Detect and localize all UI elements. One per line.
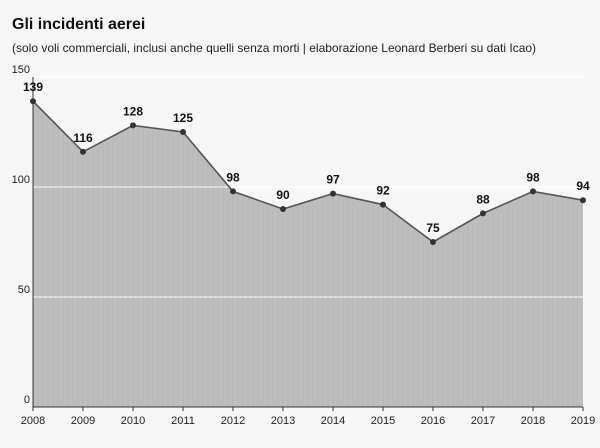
data-point-2012 <box>230 188 236 195</box>
x-tick-label-2010: 2010 <box>121 415 145 427</box>
data-labels: 139 116 128 125 98 90 97 92 75 88 98 94 <box>23 80 590 235</box>
x-tick-label-2016: 2016 <box>421 415 445 427</box>
data-point-2019 <box>580 197 586 204</box>
x-tick-label-2011: 2011 <box>171 415 195 427</box>
x-tick-label-2015: 2015 <box>371 415 395 427</box>
data-point-2018 <box>530 188 536 195</box>
x-tick-label-2013: 2013 <box>271 415 295 427</box>
x-tick-label-2018: 2018 <box>521 415 545 427</box>
series-line <box>32 100 584 243</box>
y-tick-label-150: 150 <box>12 64 30 76</box>
data-label-2016: 75 <box>426 221 440 235</box>
data-point-2014 <box>330 190 336 197</box>
data-point-2009 <box>80 148 86 155</box>
x-tick-label-2014: 2014 <box>321 415 345 427</box>
data-label-2010: 128 <box>123 104 143 118</box>
y-tick-label-50: 50 <box>18 284 30 296</box>
y-axis: 0 50 100 150 <box>12 64 34 407</box>
x-tick-label-2019: 2019 <box>571 415 595 427</box>
data-label-2015: 92 <box>376 184 390 198</box>
data-point-2008 <box>30 98 36 105</box>
data-label-2012: 98 <box>226 170 240 184</box>
data-label-2008: 139 <box>23 80 43 94</box>
data-point-2011 <box>180 129 186 135</box>
data-label-2009: 116 <box>73 131 93 145</box>
y-tick-label-100: 100 <box>12 174 30 186</box>
x-tick-label-2012: 2012 <box>221 415 245 427</box>
x-tick-label-2009: 2009 <box>71 415 95 427</box>
data-point-2015 <box>380 201 386 208</box>
data-point-2016 <box>430 239 436 245</box>
x-tick-label-2008: 2008 <box>21 415 45 427</box>
data-label-2014: 97 <box>326 173 340 187</box>
data-point-2010 <box>130 122 136 129</box>
chart-subtitle: (solo voli commerciali, inclusi anche qu… <box>12 41 537 55</box>
data-label-2013: 90 <box>276 188 290 202</box>
data-point-2013 <box>280 206 286 212</box>
data-markers <box>30 98 586 245</box>
data-label-2011: 125 <box>173 111 193 125</box>
y-tick-label-0: 0 <box>24 394 30 406</box>
x-axis: 2008 2009 2010 2011 2012 2013 2014 2015 2016 2017… <box>21 406 595 427</box>
vertical-hatch <box>37 108 579 407</box>
data-point-2017 <box>480 210 486 217</box>
chart-title: Gli incidenti aerei <box>12 16 146 33</box>
data-label-2019: 94 <box>576 179 590 193</box>
x-tick-label-2017: 2017 <box>471 415 495 427</box>
data-label-2018: 98 <box>526 170 540 184</box>
data-label-2017: 88 <box>476 192 490 206</box>
